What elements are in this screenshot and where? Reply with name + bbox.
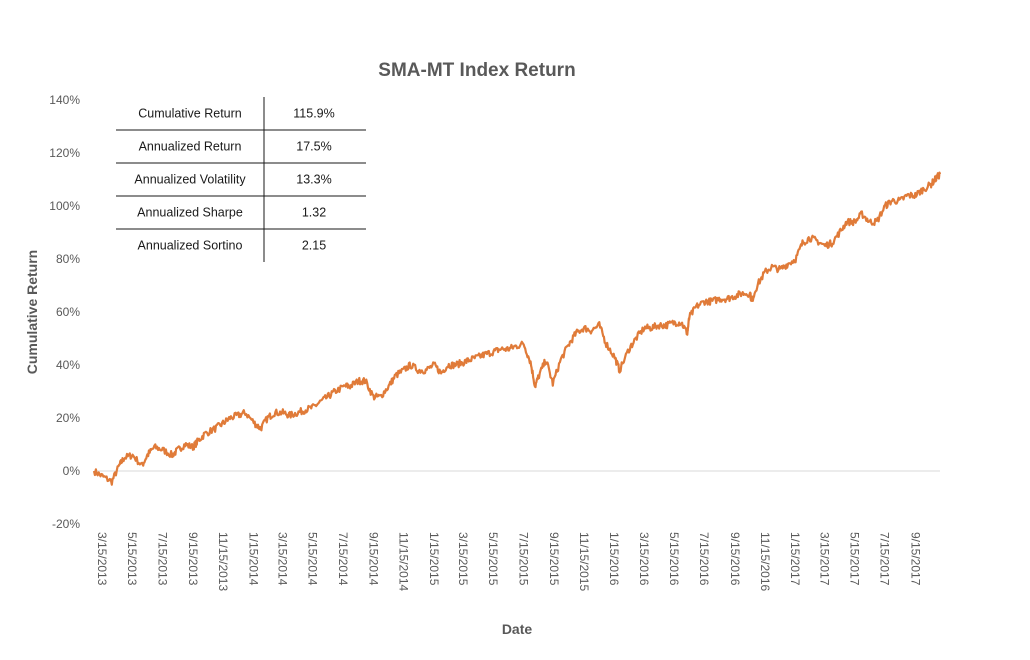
x-tick-label: 7/15/2017	[878, 532, 892, 586]
x-tick-label: 9/15/2017	[908, 532, 922, 586]
x-tick-label: 5/15/2014	[306, 532, 320, 586]
x-tick-label: 11/15/2014	[397, 532, 411, 591]
x-tick-label: 9/15/2013	[186, 532, 200, 586]
stats-row-value: 17.5%	[296, 140, 331, 154]
stats-table: Cumulative Return 115.9% Annualized Return…	[116, 97, 366, 262]
y-tick-label: 100%	[49, 199, 80, 213]
x-tick-label: 9/15/2015	[547, 532, 561, 586]
stats-row-label: Annualized Return	[139, 140, 242, 154]
x-tick-label: 3/15/2014	[275, 532, 289, 586]
stats-row-value: 2.15	[302, 239, 326, 253]
stats-row-value: 1.32	[302, 206, 326, 220]
x-tick-label: 9/15/2014	[366, 532, 380, 586]
x-tick-label: 7/15/2015	[516, 532, 530, 586]
x-tick-label: 11/15/2016	[758, 532, 772, 591]
x-tick-label: 5/15/2016	[667, 532, 681, 586]
y-tick-label: 60%	[56, 305, 80, 319]
stats-row-label: Annualized Sortino	[138, 239, 243, 253]
x-tick-label: 7/15/2014	[336, 532, 350, 586]
x-tick-label: 1/15/2016	[607, 532, 621, 586]
y-tick-label: 0%	[63, 464, 81, 478]
x-tick-label: 3/15/2013	[95, 532, 109, 586]
x-tick-label: 11/15/2013	[216, 532, 230, 591]
x-tick-label: 7/15/2016	[697, 532, 711, 586]
y-tick-label: 80%	[56, 252, 80, 266]
x-axis-ticks: 3/15/2013 5/15/2013 7/15/2013 9/15/2013 11/1…	[95, 532, 922, 591]
stats-row-label: Annualized Volatility	[134, 173, 246, 187]
y-tick-label: 40%	[56, 358, 80, 372]
stats-row-label: Annualized Sharpe	[137, 206, 243, 220]
x-tick-label: 5/15/2015	[486, 532, 500, 586]
x-tick-label: 7/15/2013	[155, 532, 169, 586]
x-tick-label: 3/15/2016	[637, 532, 651, 586]
y-tick-label: 20%	[56, 411, 80, 425]
x-tick-label: 1/15/2017	[788, 532, 802, 586]
y-tick-label: 120%	[49, 146, 80, 160]
x-tick-label: 11/15/2015	[577, 532, 591, 591]
x-tick-label: 3/15/2015	[456, 532, 470, 586]
stats-row-label: Cumulative Return	[138, 107, 242, 121]
stats-row-value: 13.3%	[296, 173, 331, 187]
x-axis-title: Date	[502, 621, 533, 637]
y-tick-label: -20%	[52, 517, 80, 531]
stats-row-value: 115.9%	[293, 107, 334, 121]
series-line	[92, 171, 942, 486]
y-tick-label: 140%	[49, 93, 80, 107]
x-tick-label: 3/15/2017	[817, 532, 831, 586]
chart-title: SMA-MT Index Return	[378, 60, 575, 81]
x-tick-label: 9/15/2016	[728, 532, 742, 586]
y-axis-ticks: -20% 0% 20% 40% 60% 80% 100% 120% 140%	[49, 93, 80, 531]
x-tick-label: 5/15/2013	[125, 532, 139, 586]
y-axis-title: Cumulative Return	[24, 250, 40, 374]
x-tick-label: 1/15/2015	[427, 532, 441, 586]
x-tick-label: 1/15/2014	[246, 532, 260, 586]
x-tick-label: 5/15/2017	[848, 532, 862, 586]
